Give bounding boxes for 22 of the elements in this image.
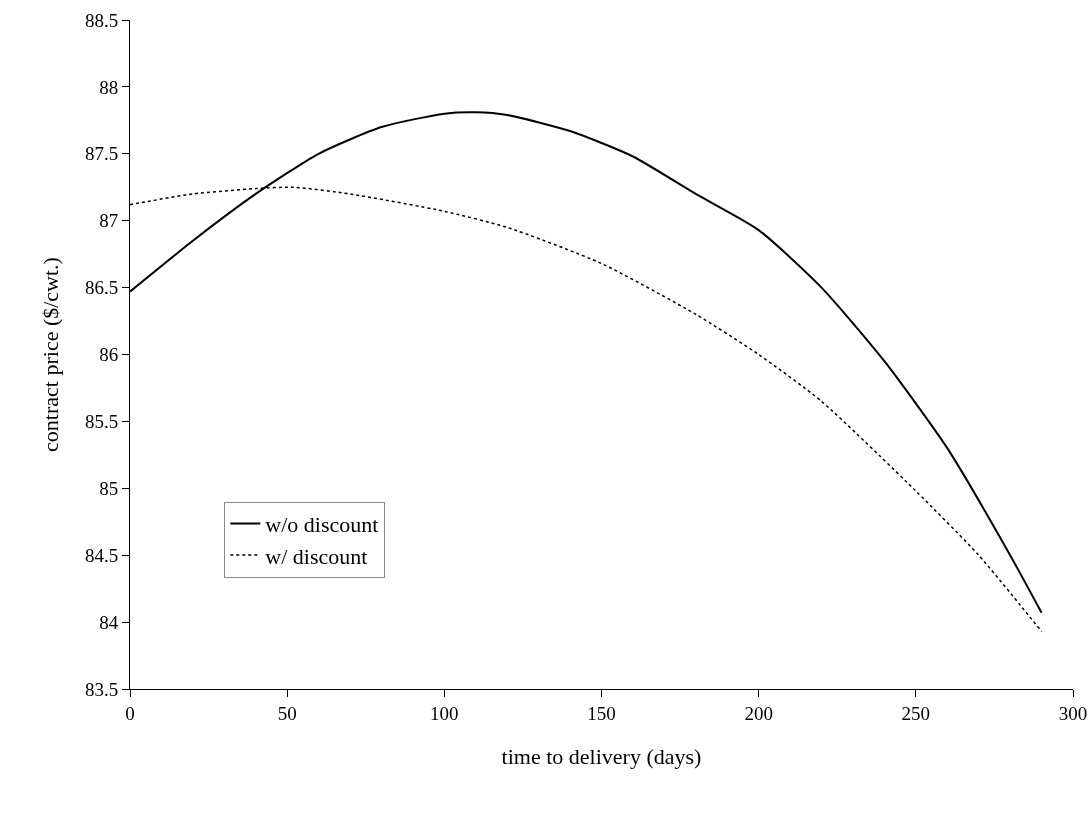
y-tick-label: 88 bbox=[99, 76, 119, 98]
y-tick-label: 84.5 bbox=[84, 544, 119, 566]
y-tick-label: 87 bbox=[99, 210, 119, 232]
y-axis-title: contract price ($/cwt.) bbox=[37, 257, 63, 452]
y-tick-label: 83.5 bbox=[84, 678, 119, 700]
y-tick-label: 86 bbox=[99, 344, 119, 366]
y-tick-label: 85 bbox=[99, 477, 119, 499]
y-tick-label: 84 bbox=[99, 611, 119, 633]
legend-label: w/o discount bbox=[265, 512, 379, 538]
x-axis-title: time to delivery (days) bbox=[501, 743, 702, 769]
x-tick-label: 300 bbox=[1058, 702, 1088, 724]
x-tick-label: 200 bbox=[744, 702, 773, 724]
x-tick-label: 50 bbox=[277, 702, 297, 724]
y-tick-label: 88.5 bbox=[84, 9, 119, 31]
y-tick-label: 87.5 bbox=[84, 143, 119, 165]
legend-label: w/ discount bbox=[265, 543, 368, 569]
x-tick-label: 250 bbox=[901, 702, 931, 724]
y-tick-label: 86.5 bbox=[84, 277, 119, 299]
x-tick-label: 100 bbox=[430, 702, 459, 724]
x-tick-label: 0 bbox=[125, 702, 135, 724]
y-tick-label: 85.5 bbox=[84, 411, 119, 433]
x-tick-label: 150 bbox=[587, 702, 616, 724]
